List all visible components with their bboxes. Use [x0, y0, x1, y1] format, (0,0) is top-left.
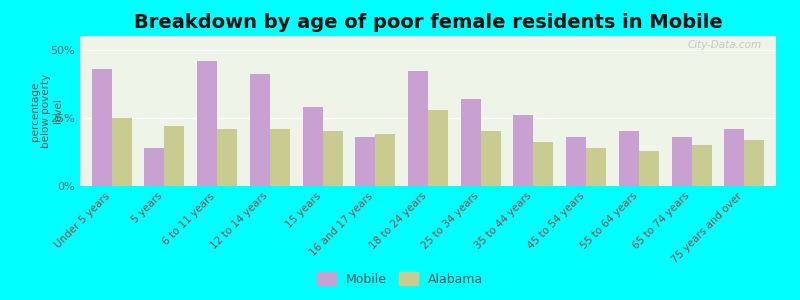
Bar: [408, 71, 428, 186]
Bar: [375, 134, 395, 186]
Bar: [322, 131, 342, 186]
Bar: [672, 137, 692, 186]
Bar: [461, 99, 481, 186]
Bar: [250, 74, 270, 186]
Bar: [692, 145, 712, 186]
Bar: [92, 69, 112, 186]
Bar: [619, 131, 639, 186]
Bar: [217, 129, 237, 186]
Bar: [197, 61, 217, 186]
Bar: [566, 137, 586, 186]
Bar: [164, 126, 184, 186]
Bar: [514, 115, 534, 186]
Bar: [112, 118, 132, 186]
Text: City-Data.com: City-Data.com: [688, 40, 762, 50]
Bar: [744, 140, 765, 186]
Bar: [724, 129, 744, 186]
Bar: [534, 142, 554, 186]
Bar: [355, 137, 375, 186]
Bar: [639, 151, 659, 186]
Bar: [302, 107, 322, 186]
Bar: [481, 131, 501, 186]
Bar: [586, 148, 606, 186]
Legend: Mobile, Alabama: Mobile, Alabama: [312, 267, 488, 291]
Bar: [428, 110, 448, 186]
Y-axis label: percentage
below poverty
level: percentage below poverty level: [30, 74, 63, 148]
Bar: [144, 148, 164, 186]
Bar: [270, 129, 290, 186]
Title: Breakdown by age of poor female residents in Mobile: Breakdown by age of poor female resident…: [134, 13, 722, 32]
